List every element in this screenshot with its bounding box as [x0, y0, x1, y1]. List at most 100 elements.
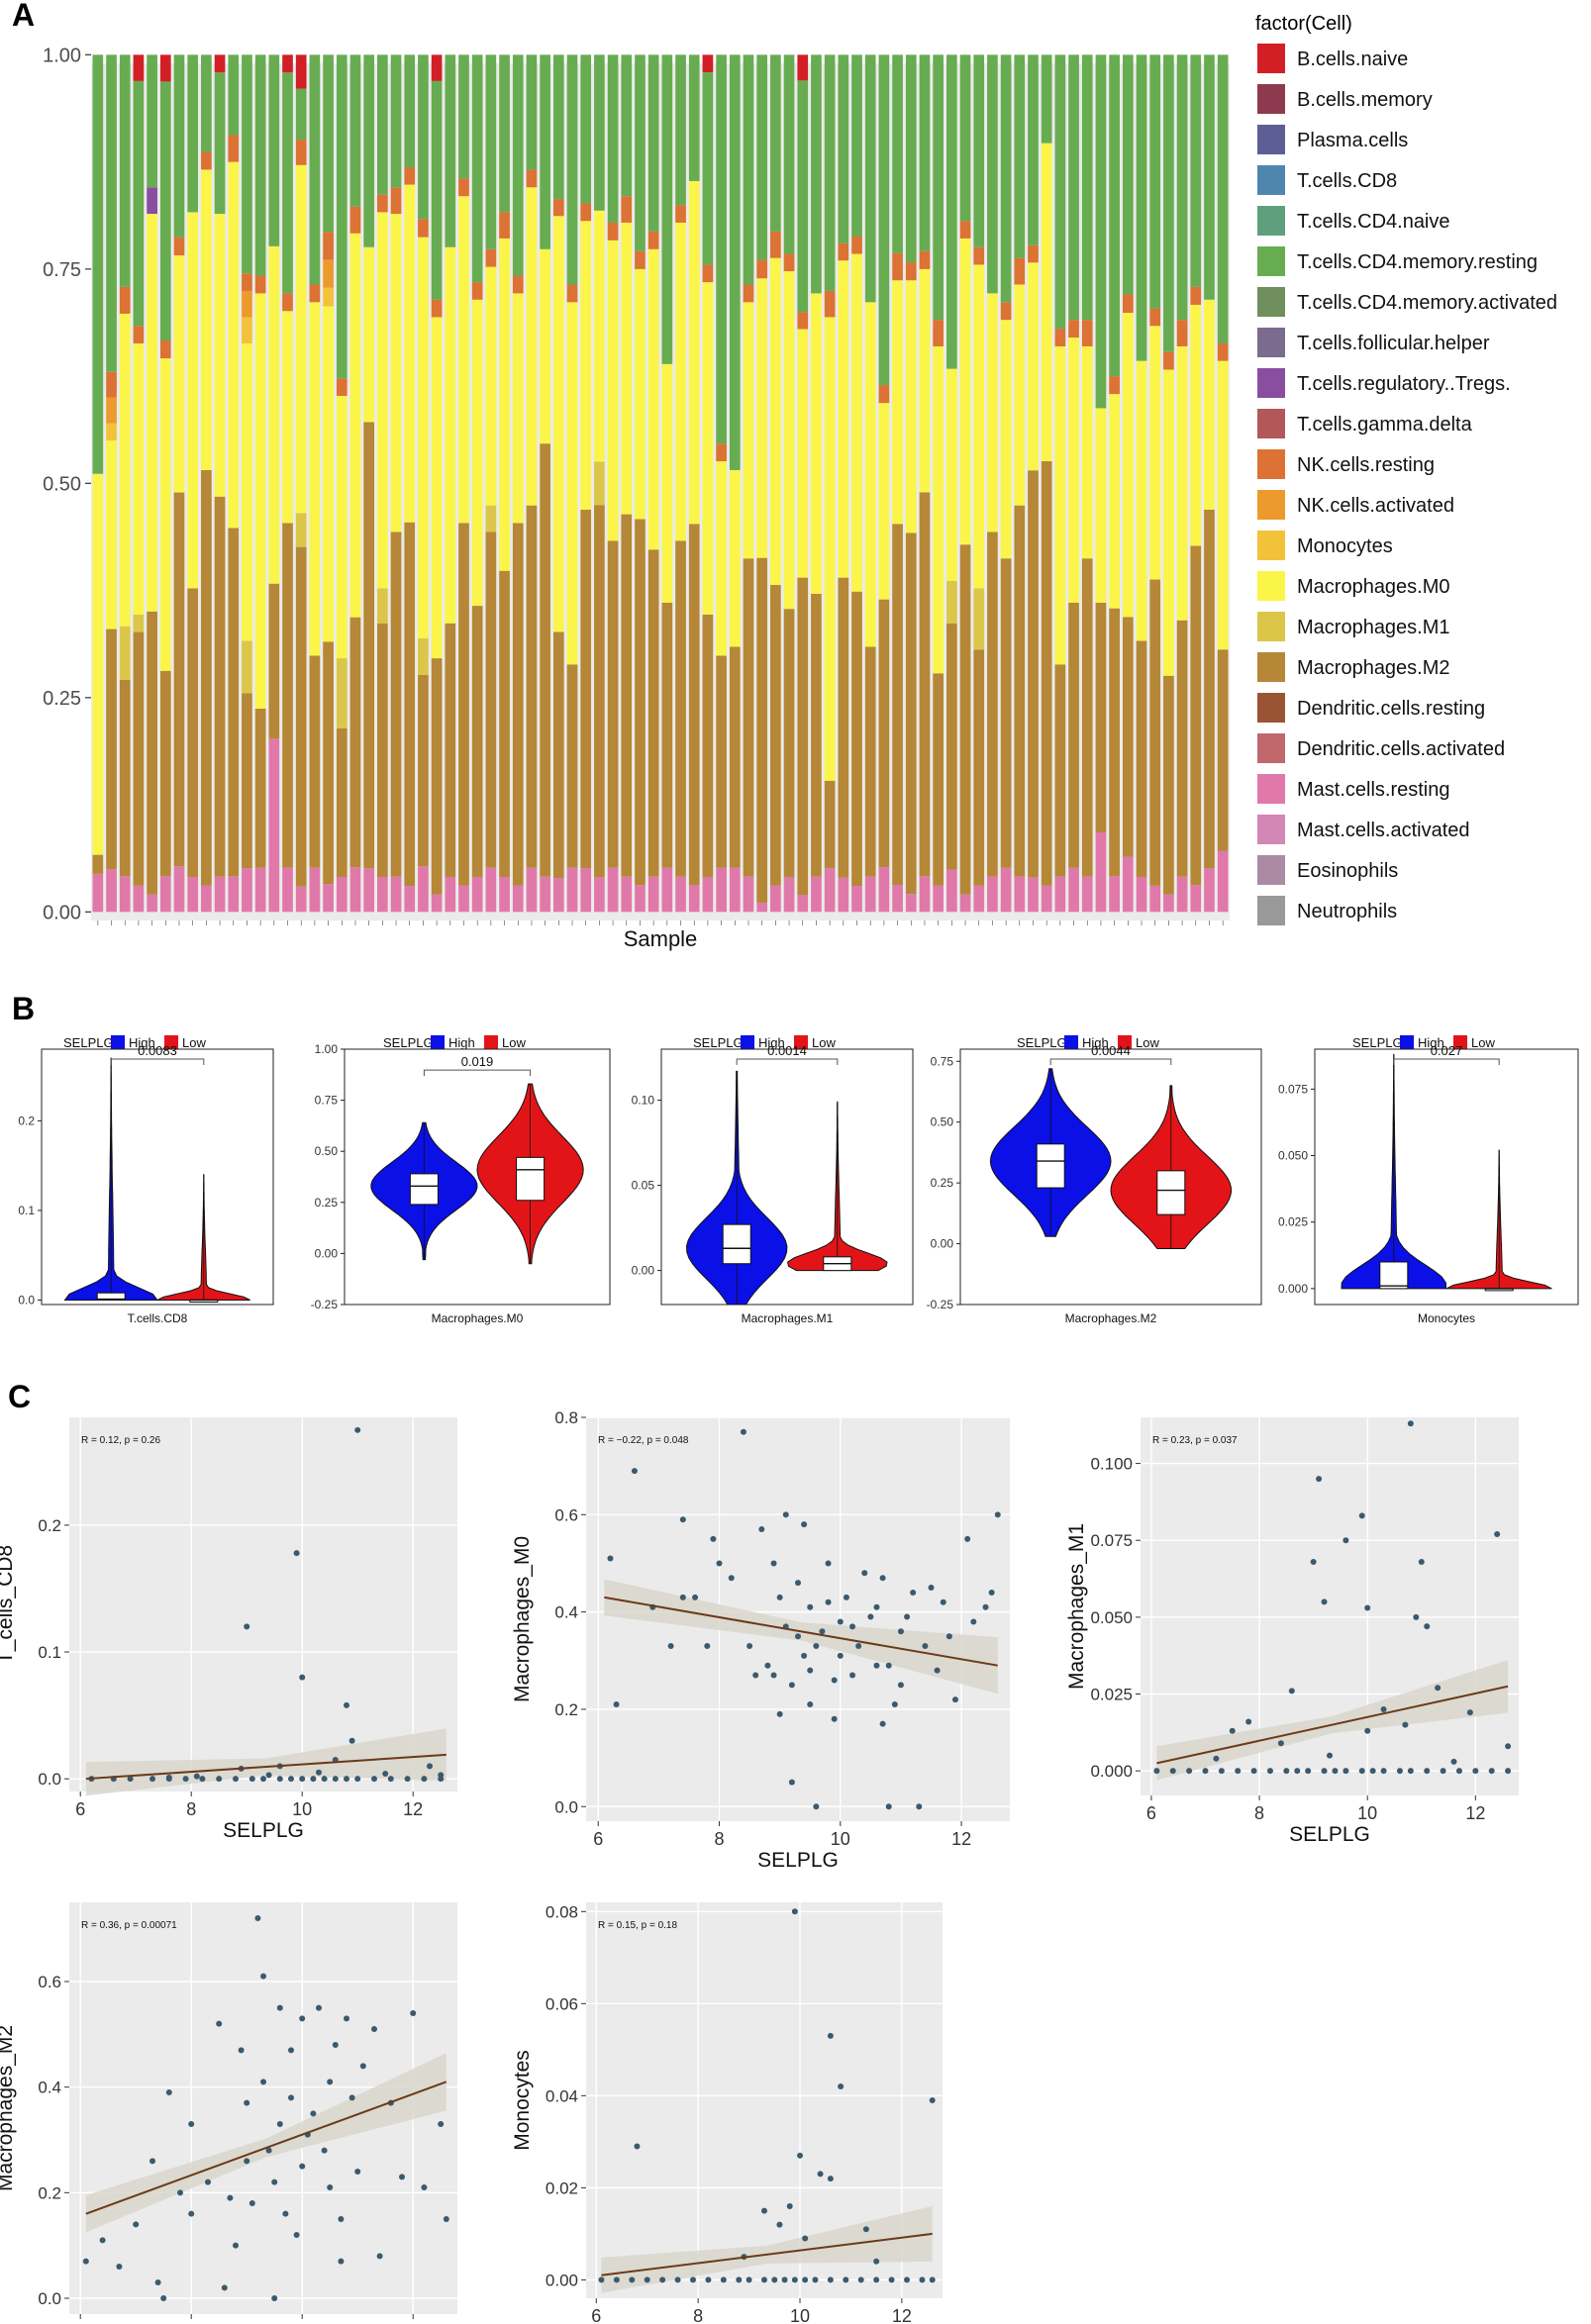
bar-segment	[905, 280, 917, 533]
bar-segment	[1109, 394, 1120, 609]
data-point	[244, 2099, 250, 2106]
bar-segment	[390, 532, 402, 877]
bar-segment	[621, 54, 633, 197]
data-point	[382, 1771, 389, 1778]
legend-label: Macrophages.M1	[1297, 617, 1450, 638]
bar-segment	[1176, 320, 1188, 346]
bar-segment	[878, 403, 890, 600]
bar-segment	[458, 196, 469, 524]
y-tick-label: 0.0	[38, 1770, 61, 1789]
panel-b: B SELPLG High Low 0.0 0.1 0.2 0.0083 T.cells.CD…	[12, 991, 1579, 1325]
y-tick-label: 0.00	[43, 902, 81, 923]
bar-segment	[92, 473, 104, 855]
bar-segment	[268, 583, 280, 739]
data-point	[788, 1682, 795, 1689]
bar-segment	[431, 894, 443, 913]
data-point	[354, 2169, 361, 2175]
bar-segment	[552, 216, 564, 632]
cell-type-legend: B.cells.naive B.cells.memory Plasma.cells T…	[1257, 44, 1557, 925]
bar-segment	[377, 588, 388, 624]
data-point	[1245, 1718, 1252, 1725]
bar-segment	[946, 869, 957, 913]
significance-bracket	[1049, 1058, 1172, 1065]
bar-segment	[119, 626, 131, 680]
bar-segment	[933, 673, 944, 886]
bar-segment	[607, 867, 619, 913]
data-point	[982, 1603, 989, 1610]
bar-segment	[295, 513, 307, 547]
y-tick-label: 0.025	[1278, 1215, 1308, 1229]
bar-segment	[702, 614, 714, 877]
bar-segment	[797, 80, 809, 313]
bar-segment	[106, 54, 117, 372]
bar-segment	[959, 221, 971, 239]
data-point	[964, 1535, 971, 1542]
bar-segment	[201, 169, 212, 470]
data-point	[825, 1598, 832, 1605]
y-tick-label: 0.8	[554, 1408, 578, 1427]
violin-plot: SELPLG High Low -0.25 0.00 0.25 0.50 0.75 1.00 0.…	[311, 1035, 611, 1325]
data-point	[667, 1643, 674, 1650]
legend-swatch	[1257, 328, 1285, 357]
bar-segment	[973, 649, 985, 886]
violin-plots: SELPLG High Low0.00.10.20.0083T.cells.CD8S…	[18, 1035, 1579, 1325]
bar-segment	[1081, 320, 1093, 346]
bar-segment	[661, 54, 673, 364]
data-point	[904, 2276, 910, 2283]
data-point	[849, 1672, 856, 1679]
bar-segment	[309, 302, 321, 656]
bar-segment	[1204, 299, 1215, 510]
violin-legend-swatch	[431, 1035, 445, 1049]
bar-segment	[133, 631, 145, 886]
bar-segment	[309, 655, 321, 868]
bar-segment	[783, 271, 795, 610]
data-point	[260, 2079, 266, 2085]
data-point	[781, 2276, 788, 2283]
bar-segment	[418, 219, 429, 238]
bar-segment	[390, 54, 402, 188]
bar-segment	[1054, 345, 1066, 665]
bar-segment	[159, 358, 171, 671]
data-point	[857, 2276, 864, 2283]
bar-segment	[1122, 54, 1134, 295]
bar-segment	[661, 602, 673, 868]
regression-line	[85, 1753, 447, 1781]
bar-segment	[349, 617, 361, 868]
bar-segment	[512, 54, 524, 276]
x-tick-label: 12	[1465, 1803, 1485, 1823]
data-point	[99, 2237, 106, 2244]
bar-segment	[770, 54, 781, 232]
bar-segment	[458, 523, 469, 886]
legend-label: T.cells.CD4.memory.resting	[1297, 251, 1538, 273]
bar-segment	[1149, 54, 1161, 309]
violin-legend-swatch	[1064, 1035, 1078, 1049]
violin-legend-swatch	[1400, 1035, 1414, 1049]
y-tick-label: 0.75	[931, 1054, 954, 1068]
bar-segment	[716, 867, 727, 913]
bar-segment	[580, 221, 592, 510]
data-point	[788, 1779, 795, 1786]
data-point	[634, 2143, 641, 2150]
data-point	[376, 2253, 383, 2260]
bar-segment	[743, 54, 754, 285]
bar-segment	[106, 423, 117, 441]
bar-segment	[756, 278, 768, 558]
legend-swatch	[1257, 125, 1285, 154]
bar-segment	[797, 577, 809, 896]
x-axis-label: SELPLG	[1289, 1823, 1370, 1846]
data-point	[293, 1550, 300, 1557]
bar-segment	[594, 461, 605, 506]
y-tick-label: 0.50	[315, 1144, 339, 1158]
legend-label: Mast.cells.resting	[1297, 779, 1450, 801]
bar-segment	[824, 868, 836, 913]
legend-swatch	[1257, 287, 1285, 317]
data-point	[776, 1594, 783, 1600]
legend-title: factor(Cell)	[1255, 13, 1352, 35]
bar-segment	[783, 877, 795, 913]
bar-segment	[621, 196, 633, 223]
y-axis-label: Macrophages_M0	[511, 1536, 534, 1702]
bar-segment	[1217, 54, 1229, 343]
bar-segment	[1136, 54, 1147, 361]
data-point	[310, 1776, 317, 1783]
legend-label: Monocytes	[1297, 535, 1393, 557]
